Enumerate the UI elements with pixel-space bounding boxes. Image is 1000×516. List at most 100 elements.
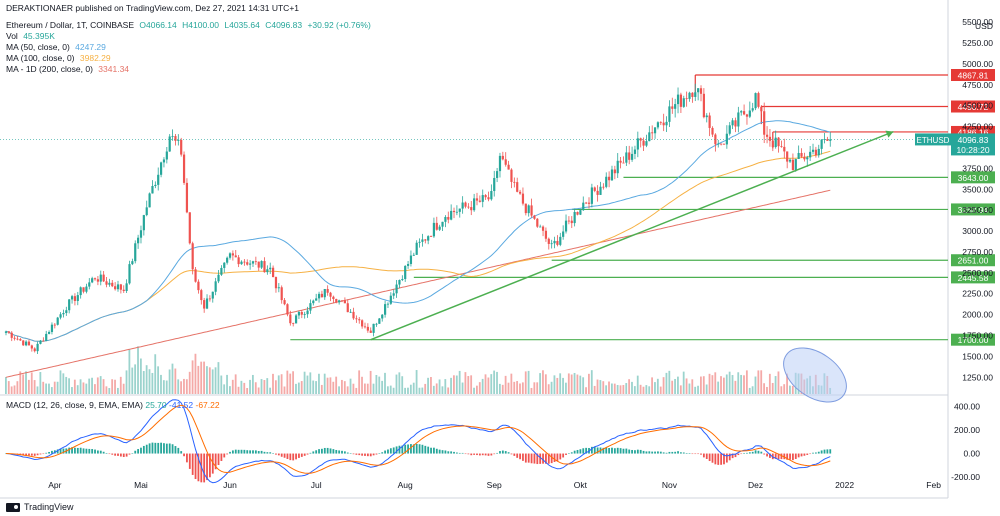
candle-body <box>467 206 470 208</box>
volume-bar <box>674 378 676 394</box>
volume-bar <box>145 365 148 394</box>
macd-hist-bar <box>108 453 111 455</box>
macd-hist-bar <box>499 451 501 454</box>
volume-bar <box>544 374 547 394</box>
volume-bar <box>671 380 674 394</box>
macd-hist-bar <box>39 453 42 455</box>
macd-hist-bar <box>639 449 642 454</box>
volume-bar <box>142 371 145 394</box>
volume-bar <box>214 367 217 394</box>
macd-hist-bar <box>720 453 723 465</box>
candle-body <box>47 331 51 334</box>
macd-hist-bar <box>723 453 725 465</box>
macd-hist-bar <box>237 449 240 454</box>
macd-hist-bar <box>682 452 685 454</box>
volume-bar <box>665 372 668 394</box>
ohlc-high: H4100.00 <box>182 20 219 30</box>
volume-bar <box>206 366 208 394</box>
macd-hist-bar <box>651 451 654 454</box>
trend-line <box>370 130 894 341</box>
candle-body <box>780 146 783 148</box>
volume-bar <box>378 376 381 394</box>
macd-hist-bar <box>332 449 335 454</box>
macd-hist-bar <box>714 453 717 465</box>
volume-bar <box>731 375 734 394</box>
candle-body <box>737 112 740 127</box>
macd-hist-bar <box>183 453 185 457</box>
volume-bar <box>246 387 249 394</box>
volume-bar <box>585 387 587 394</box>
volume-bar <box>341 379 343 394</box>
macd-hist-bar <box>731 453 734 459</box>
volume-bar <box>177 379 180 394</box>
volume-bar <box>539 373 541 394</box>
price-tick: 5000.00 <box>962 59 993 69</box>
volume-bar <box>487 377 490 394</box>
volume-bar <box>297 382 300 394</box>
volume-bar <box>386 386 389 394</box>
macd-hist-bar <box>817 451 820 454</box>
volume-bar <box>447 387 450 394</box>
level-label-3258.94: 3258.94 <box>951 203 995 216</box>
volume-bar <box>312 380 315 394</box>
candle-body <box>714 134 717 145</box>
macd-hist-bar <box>28 453 30 456</box>
macd-hist-bar <box>42 453 45 455</box>
candle-body <box>444 216 447 222</box>
macd-hist-bar <box>415 443 418 454</box>
macd-hist-bar <box>501 450 504 454</box>
candle-body <box>50 324 54 332</box>
macd-hist-bar <box>125 453 128 457</box>
volume-bar <box>455 375 458 394</box>
macd-hist-bar <box>128 453 131 455</box>
macd-signal-value: -41.52 <box>169 400 194 410</box>
macd-hist-bar <box>806 453 809 455</box>
volume-bar <box>654 382 656 394</box>
macd-hist-bar <box>329 448 332 454</box>
candle-body <box>111 282 114 287</box>
candle-body <box>274 277 278 289</box>
candle-body <box>760 106 763 112</box>
volume-bar <box>493 370 496 394</box>
volume-bar <box>62 373 65 394</box>
macd-label: MACD (12, 26, close, 9, EMA, EMA) <box>6 400 143 410</box>
candle-body <box>564 220 568 232</box>
volume-bar <box>688 383 691 394</box>
macd-hist-bar <box>539 453 542 464</box>
candle-body <box>68 299 71 311</box>
macd-hist-bar <box>122 453 125 458</box>
macd-hist-bar <box>464 453 467 455</box>
candle-body <box>541 226 545 231</box>
candle-body <box>674 104 677 109</box>
volume-bar <box>751 386 754 394</box>
volume-bar <box>50 387 53 394</box>
signal-line <box>5 404 831 474</box>
volume-bar <box>496 371 498 394</box>
macd-hist-bar <box>229 451 231 454</box>
macd-hist-bar <box>766 453 768 457</box>
level-label-text: 1700.00 <box>958 335 989 345</box>
volume-bar <box>323 373 326 394</box>
macd-hist-bar <box>283 453 286 458</box>
candle-body <box>438 226 441 230</box>
candle-body <box>157 174 160 185</box>
volume-bar <box>478 382 481 394</box>
macd-hist-bar <box>252 450 254 454</box>
volume-bar <box>547 384 550 394</box>
volume-bar <box>668 370 671 394</box>
macd-hist-bar <box>668 451 671 454</box>
macd-hist-bar <box>550 453 553 464</box>
volume-bar <box>220 375 223 394</box>
volume-bar <box>516 381 519 394</box>
volume-bar <box>737 372 740 394</box>
volume-bar <box>398 372 401 394</box>
candle-body <box>93 278 97 280</box>
candle-body <box>409 255 413 264</box>
candle-body <box>182 154 186 183</box>
macd-hist-bar <box>636 449 639 454</box>
candle-body <box>108 282 111 285</box>
volume-bar <box>102 379 105 394</box>
candle-body <box>493 177 496 192</box>
level-label-4867.81: 4867.81 <box>951 69 995 82</box>
